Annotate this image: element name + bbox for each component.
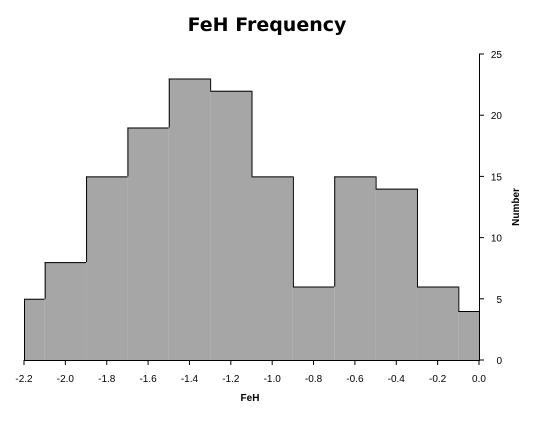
x-tick-label-7: -0.8 — [305, 374, 323, 385]
x-tick-label-0: -2.2 — [15, 374, 33, 385]
chart-title: FeH Frequency — [188, 14, 347, 36]
x-tick-label-1: -2.0 — [57, 374, 75, 385]
x-ticks-group: -2.2 -2.0 -1.8 -1.6 -1.4 -1.2 -1.0 -0.8 -0.6 -0.4… — [15, 360, 486, 385]
y-tick-label-5: 25 — [491, 50, 503, 61]
x-tick-label-6: -1.0 — [264, 374, 282, 385]
x-tick-label-2: -1.8 — [98, 374, 116, 385]
x-tick-label-10: -0.2 — [429, 374, 447, 385]
x-tick-label-9: -0.4 — [388, 374, 406, 385]
y-ticks-group: 0 5 10 15 20 25 — [479, 50, 502, 367]
x-tick-label-8: -0.6 — [346, 374, 364, 385]
y-axis-label: Number — [511, 188, 522, 226]
y-tick-label-2: 10 — [491, 234, 503, 245]
y-tick-label-1: 5 — [496, 295, 502, 306]
bar-7 — [292, 286, 335, 360]
bar-6 — [251, 176, 293, 360]
bars-group — [24, 78, 479, 360]
bar-5 — [210, 90, 252, 360]
y-tick-label-0: 0 — [496, 356, 502, 367]
x-tick-label-5: -1.2 — [222, 374, 240, 385]
bar-11 — [458, 311, 479, 360]
bar-2 — [86, 176, 128, 360]
x-axis-label: FeH — [241, 393, 260, 404]
bar-8 — [334, 176, 376, 360]
bar-1 — [44, 262, 87, 360]
bar-0 — [24, 298, 45, 360]
x-tick-label-4: -1.4 — [181, 374, 199, 385]
bar-10 — [416, 286, 459, 360]
bar-9 — [375, 188, 417, 360]
y-tick-label-4: 20 — [491, 111, 503, 122]
bar-3 — [127, 127, 169, 360]
x-tick-label-3: -1.6 — [139, 374, 157, 385]
bar-4 — [168, 78, 211, 360]
x-tick-label-11: 0.0 — [472, 374, 486, 385]
y-tick-label-3: 15 — [491, 172, 503, 183]
